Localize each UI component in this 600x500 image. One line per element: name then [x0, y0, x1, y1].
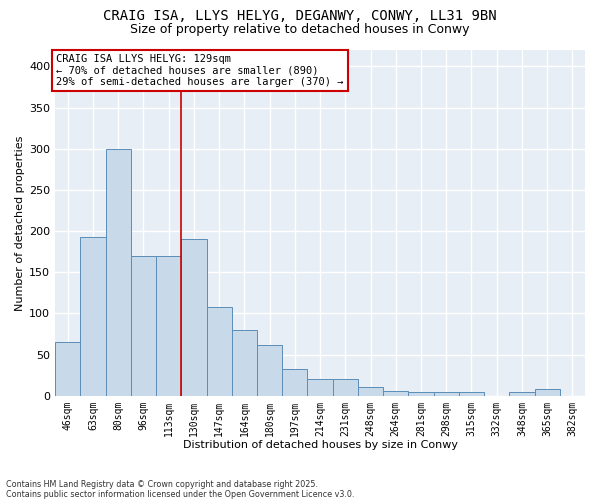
Bar — [206, 307, 232, 396]
Bar — [55, 342, 80, 396]
Bar — [232, 330, 257, 396]
Text: Contains HM Land Registry data © Crown copyright and database right 2025.
Contai: Contains HM Land Registry data © Crown c… — [6, 480, 355, 499]
Bar — [358, 388, 383, 396]
Bar — [535, 389, 560, 396]
Bar — [156, 256, 181, 396]
Bar — [106, 149, 131, 396]
Bar — [181, 240, 206, 396]
Bar — [509, 392, 535, 396]
Bar — [409, 392, 434, 396]
X-axis label: Distribution of detached houses by size in Conwy: Distribution of detached houses by size … — [182, 440, 458, 450]
Text: Size of property relative to detached houses in Conwy: Size of property relative to detached ho… — [130, 22, 470, 36]
Y-axis label: Number of detached properties: Number of detached properties — [15, 135, 25, 310]
Bar — [131, 256, 156, 396]
Bar — [307, 380, 332, 396]
Bar — [383, 391, 409, 396]
Bar — [80, 237, 106, 396]
Text: CRAIG ISA, LLYS HELYG, DEGANWY, CONWY, LL31 9BN: CRAIG ISA, LLYS HELYG, DEGANWY, CONWY, L… — [103, 9, 497, 23]
Bar — [434, 392, 459, 396]
Bar — [332, 380, 358, 396]
Bar — [459, 392, 484, 396]
Bar — [257, 344, 282, 396]
Bar — [282, 368, 307, 396]
Text: CRAIG ISA LLYS HELYG: 129sqm
← 70% of detached houses are smaller (890)
29% of s: CRAIG ISA LLYS HELYG: 129sqm ← 70% of de… — [56, 54, 344, 88]
